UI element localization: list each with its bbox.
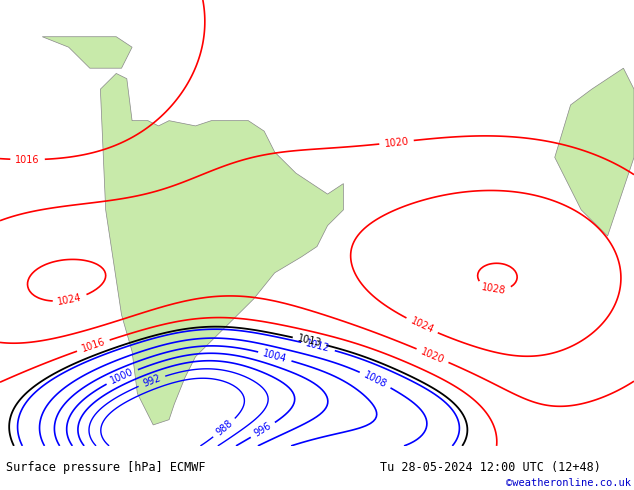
Text: 1013: 1013 [297,334,323,349]
Text: 1020: 1020 [384,136,410,148]
Text: 996: 996 [252,421,273,439]
Text: 992: 992 [141,373,162,389]
Text: 1024: 1024 [57,293,83,307]
Text: 1000: 1000 [109,367,135,386]
Text: 1016: 1016 [15,154,40,165]
Text: 1008: 1008 [362,370,389,390]
Text: 988: 988 [214,418,235,438]
Text: 1012: 1012 [305,339,331,354]
Text: 1024: 1024 [409,316,435,336]
Polygon shape [100,74,344,425]
Polygon shape [555,68,634,236]
Text: ©weatheronline.co.uk: ©weatheronline.co.uk [506,478,631,488]
Text: 1004: 1004 [262,348,288,364]
Text: 1020: 1020 [419,346,446,365]
Polygon shape [42,37,132,68]
Text: 1016: 1016 [80,337,107,354]
Text: 1028: 1028 [481,282,507,296]
Text: Surface pressure [hPa] ECMWF: Surface pressure [hPa] ECMWF [6,462,206,474]
Text: Tu 28-05-2024 12:00 UTC (12+48): Tu 28-05-2024 12:00 UTC (12+48) [380,462,601,474]
